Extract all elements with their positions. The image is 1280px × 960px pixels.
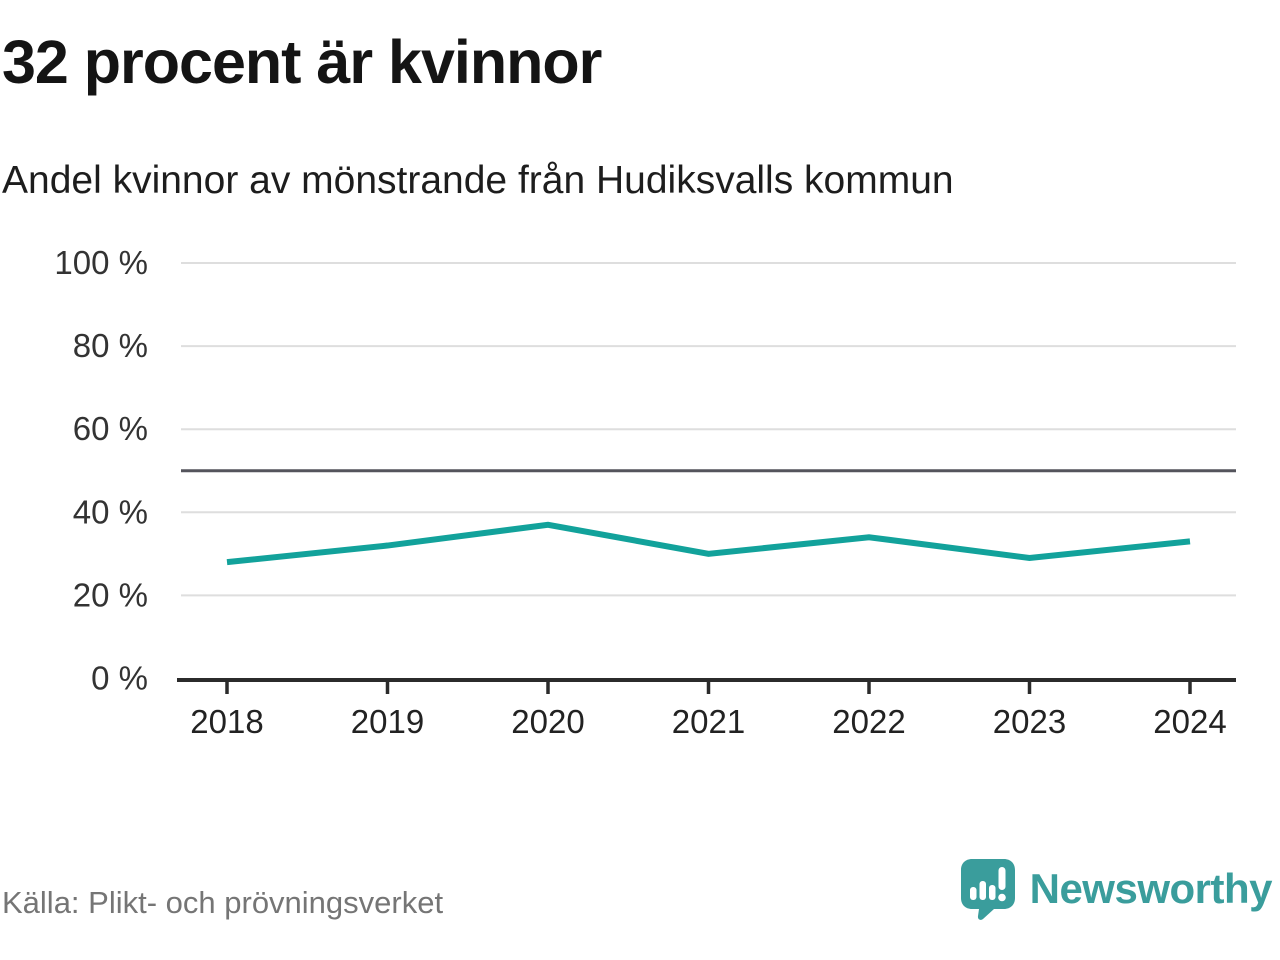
y-axis-tick-label: 0 % [91,660,148,697]
y-axis-tick-label: 80 % [73,327,148,364]
x-axis-tick-label: 2018 [190,703,263,740]
source-note: Källa: Plikt- och prövningsverket [2,885,444,920]
data-line-andel-kvinnor [226,521,1191,566]
chart-subtitle: Andel kvinnor av mönstrande från Hudiksv… [2,159,954,202]
x-axis-tick-label: 2022 [832,703,905,740]
y-axis-tick-label: 60 % [73,410,148,447]
newsworthy-logo-icon [960,859,1015,920]
x-axis-tick-label: 2019 [351,703,424,740]
x-axis-tick-label: 2023 [993,703,1066,740]
y-axis-tick-label: 40 % [73,493,148,530]
x-axis-tick-label: 2024 [1153,703,1226,740]
newsworthy-wordmark: Newsworthy [1029,865,1273,912]
newsworthy-logo: Newsworthy [960,858,1273,920]
y-axis-tick-label: 20 % [73,576,148,613]
x-axis-tick-label: 2021 [672,703,745,740]
chart-title: 32 procent är kvinnor [2,28,602,96]
y-axis-tick-label: 100 % [54,244,148,281]
x-axis-tick-label: 2020 [511,703,584,740]
